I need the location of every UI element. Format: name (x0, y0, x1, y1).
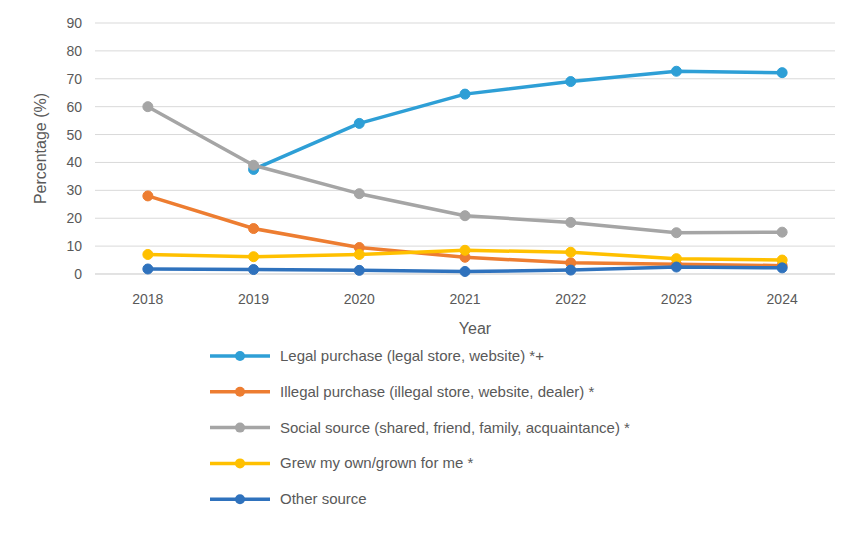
series-line (148, 107, 782, 233)
chart-svg: 0 10 20 30 40 50 60 70 80 90 2018 2019 2020 2021 2022 2… (0, 0, 868, 556)
marker (460, 245, 470, 255)
marker (143, 249, 153, 259)
legend-label: Illegal purchase (illegal store, website… (280, 383, 594, 400)
x-tick-label: 2020 (344, 291, 375, 307)
marker (671, 262, 681, 272)
marker (143, 102, 153, 112)
series (143, 102, 787, 238)
marker (671, 228, 681, 238)
grid-line (95, 162, 835, 163)
marker (777, 263, 787, 273)
marker (460, 89, 470, 99)
grid-line (95, 106, 835, 107)
x-tick-label: 2018 (132, 291, 163, 307)
y-tick-label: 50 (66, 127, 82, 143)
marker (354, 249, 364, 259)
y-axis-title: Percentage (%) (32, 93, 49, 204)
marker (777, 227, 787, 237)
marker (354, 189, 364, 199)
plot-area (143, 66, 787, 276)
y-tick-label: 90 (66, 15, 82, 31)
y-tick-label: 10 (66, 238, 82, 254)
marker (354, 265, 364, 275)
x-tick-label: 2019 (238, 291, 269, 307)
series (143, 191, 787, 271)
grid-line (95, 23, 835, 24)
legend-marker (235, 458, 245, 468)
marker (671, 66, 681, 76)
legend-item: Other source (210, 490, 367, 507)
x-tick-label: 2022 (555, 291, 586, 307)
series-line (254, 71, 783, 169)
marker (249, 265, 259, 275)
grid-line (95, 78, 835, 79)
legend: Legal purchase (legal store, website) *+… (210, 347, 630, 507)
marker (566, 77, 576, 87)
y-tick-label: 40 (66, 154, 82, 170)
legend-item: Social source (shared, friend, family, a… (210, 419, 630, 436)
y-tick-label: 80 (66, 43, 82, 59)
legend-label: Social source (shared, friend, family, a… (280, 419, 630, 436)
grid-line (95, 134, 835, 135)
marker (249, 224, 259, 234)
y-tick-label: 30 (66, 182, 82, 198)
grid (95, 23, 835, 274)
legend-item: Illegal purchase (illegal store, website… (210, 383, 594, 400)
y-tick-label: 60 (66, 99, 82, 115)
series (143, 245, 787, 265)
legend-marker (235, 423, 245, 433)
marker (566, 265, 576, 275)
marker (566, 217, 576, 227)
marker (249, 252, 259, 262)
x-tick-label: 2024 (767, 291, 798, 307)
series (143, 262, 787, 276)
legend-marker (235, 351, 245, 361)
marker (354, 118, 364, 128)
legend-label: Other source (280, 490, 367, 507)
legend-marker (235, 387, 245, 397)
marker (249, 160, 259, 170)
y-tick-label: 20 (66, 210, 82, 226)
legend-item: Grew my own/grown for me * (210, 454, 474, 471)
marker (143, 264, 153, 274)
marker (143, 191, 153, 201)
chart-container: 0 10 20 30 40 50 60 70 80 90 2018 2019 2020 2021 2022 2… (0, 0, 868, 556)
marker (566, 247, 576, 257)
y-tick-label: 0 (74, 266, 82, 282)
series-line (148, 196, 782, 266)
legend-item: Legal purchase (legal store, website) *+ (210, 347, 544, 364)
x-axis-title: Year (459, 320, 492, 337)
legend-label: Grew my own/grown for me * (280, 454, 474, 471)
grid-line (95, 50, 835, 51)
x-tick-label: 2021 (449, 291, 480, 307)
marker (460, 266, 470, 276)
legend-marker (235, 494, 245, 504)
marker (460, 211, 470, 221)
series (249, 66, 788, 174)
legend-label: Legal purchase (legal store, website) *+ (280, 347, 544, 364)
grid-line (95, 190, 835, 191)
x-tick-label: 2023 (661, 291, 692, 307)
y-tick-label: 70 (66, 71, 82, 87)
marker (777, 68, 787, 78)
